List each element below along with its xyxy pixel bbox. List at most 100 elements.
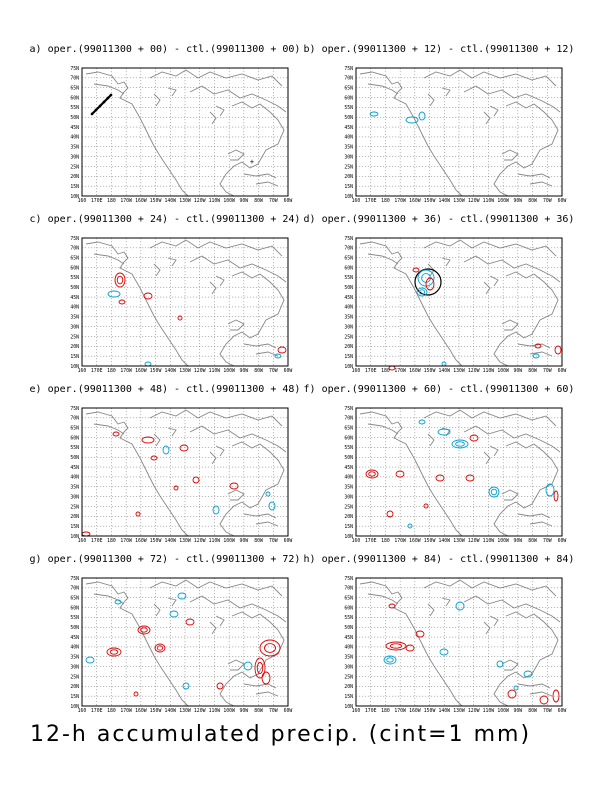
coastline: [463, 425, 561, 453]
panel-title: g) oper.(99011300 + 72) - ctl.(99011300 …: [29, 554, 301, 565]
latitude-tick-label: 75N: [70, 576, 79, 582]
coastline: [463, 595, 561, 623]
latitude-tick-label: 50N: [70, 115, 79, 121]
panel-title: f) oper.(99011300 + 60) - ctl.(99011300 …: [303, 384, 575, 395]
latitude-tick-label: 70N: [70, 586, 79, 592]
precip-contour: [523, 670, 533, 678]
longitude-tick-label: 180: [107, 708, 116, 714]
precip-contour: [185, 618, 195, 626]
precip-contour: [407, 523, 413, 529]
latitude-tick-label: 20N: [70, 344, 79, 350]
coastline: [423, 239, 557, 257]
longitude-tick-label: 130W: [453, 538, 465, 544]
longitude-tick-label: 170E: [91, 198, 103, 204]
latitude-tick-label: 20N: [344, 174, 353, 180]
precip-contour: [388, 603, 396, 609]
longitude-tick-label: 130W: [179, 538, 191, 544]
longitude-tick-label: 80W: [528, 708, 537, 714]
latitude-tick-label: 15N: [70, 184, 79, 190]
longitude-tick-label: 90W: [514, 708, 523, 714]
precip-contour: [405, 644, 415, 652]
coastline: [493, 101, 559, 197]
precip-contour: [455, 441, 465, 447]
map-frame: [81, 407, 289, 537]
coastline: [215, 105, 225, 117]
map-plot: 75N 70N 65N 60N 55N 50N 45N 40N 35N 30N 25N 20N 15N 1…: [70, 406, 292, 544]
longitude-tick-label: 160W: [135, 708, 147, 714]
precip-contour: [418, 289, 426, 295]
precip-contour: [229, 482, 239, 490]
latitude-tick-label: 70N: [344, 246, 353, 252]
longitude-tick-label: 110W: [483, 708, 495, 714]
coastline: [489, 445, 499, 457]
precip-contour: [133, 691, 139, 697]
latitude-tick-label: 50N: [344, 285, 353, 291]
precip-contour: [552, 689, 560, 703]
coastline: [227, 149, 245, 161]
longitude-tick-label: 180: [381, 368, 390, 374]
precip-contour: [425, 277, 435, 291]
coastline: [427, 603, 435, 617]
latitude-tick-label: 60N: [344, 605, 353, 611]
precip-contour: [137, 625, 151, 635]
coastline: [85, 411, 189, 537]
map-frame: [81, 67, 289, 197]
coastline: [423, 579, 557, 597]
precip-contour: [274, 353, 282, 359]
latitude-tick-label: 60N: [344, 265, 353, 271]
panel-h: h) oper.(99011300 + 84) - ctl.(99011300 …: [294, 554, 584, 714]
precip-contour: [390, 643, 402, 649]
longitude-tick-label: 120W: [194, 708, 206, 714]
latitude-tick-label: 10N: [70, 364, 79, 370]
latitude-tick-label: 60N: [70, 265, 79, 271]
latitude-tick-label: 40N: [70, 305, 79, 311]
precip-contour: [369, 111, 379, 117]
latitude-tick-label: 65N: [344, 85, 353, 91]
latitude-tick-label: 70N: [70, 246, 79, 252]
precip-contour: [405, 116, 419, 124]
map-layer: 75N 70N 65N 60N 55N 50N 45N 40N 35N 30N 25N 20N 15N 1…: [344, 406, 566, 544]
precip-contour: [513, 685, 519, 691]
latitude-tick-label: 55N: [344, 275, 353, 281]
longitude-tick-label: 150W: [424, 368, 436, 374]
coastline: [189, 85, 287, 113]
coastline: [483, 621, 491, 635]
longitude-tick-label: 150W: [424, 538, 436, 544]
precip-contour: [386, 510, 394, 518]
coastline: [85, 241, 189, 367]
coastline: [209, 451, 217, 465]
latitude-tick-label: 35N: [344, 485, 353, 491]
longitude-tick-label: 120W: [468, 368, 480, 374]
latitude-tick-label: 25N: [70, 504, 79, 510]
latitude-tick-label: 10N: [70, 704, 79, 710]
longitude-tick-label: 80W: [254, 368, 263, 374]
latitude-tick-label: 30N: [344, 494, 353, 500]
longitude-tick-label: 80W: [528, 538, 537, 544]
coastline: [359, 581, 463, 707]
precip-contour: [182, 682, 190, 690]
longitude-tick-label: 180: [107, 368, 116, 374]
panel-f: f) oper.(99011300 + 60) - ctl.(99011300 …: [294, 384, 584, 544]
longitude-tick-label: 140W: [439, 368, 451, 374]
precip-contour: [140, 627, 148, 633]
latitude-tick-label: 75N: [344, 576, 353, 582]
panel-title: c) oper.(99011300 + 24) - ctl.(99011300 …: [29, 214, 301, 225]
latitude-tick-label: 60N: [70, 605, 79, 611]
precip-contour: [254, 657, 266, 679]
coastline: [227, 659, 245, 671]
longitude-tick-label: 180: [381, 538, 390, 544]
longitude-tick-label: 70W: [269, 198, 278, 204]
coastline: [227, 319, 245, 331]
latitude-tick-label: 65N: [70, 85, 79, 91]
latitude-tick-label: 60N: [70, 435, 79, 441]
map-frame: [355, 67, 563, 197]
plus-marker: +: [250, 158, 254, 166]
coastline: [427, 93, 435, 107]
panel-d: d) oper.(99011300 + 36) - ctl.(99011300 …: [294, 214, 584, 374]
precip-contour: [135, 511, 141, 517]
longitude-tick-label: 170W: [394, 368, 406, 374]
latitude-tick-label: 75N: [70, 406, 79, 412]
latitude-tick-label: 15N: [70, 354, 79, 360]
longitude-tick-label: 90W: [240, 368, 249, 374]
longitude-tick-label: 110W: [209, 368, 221, 374]
